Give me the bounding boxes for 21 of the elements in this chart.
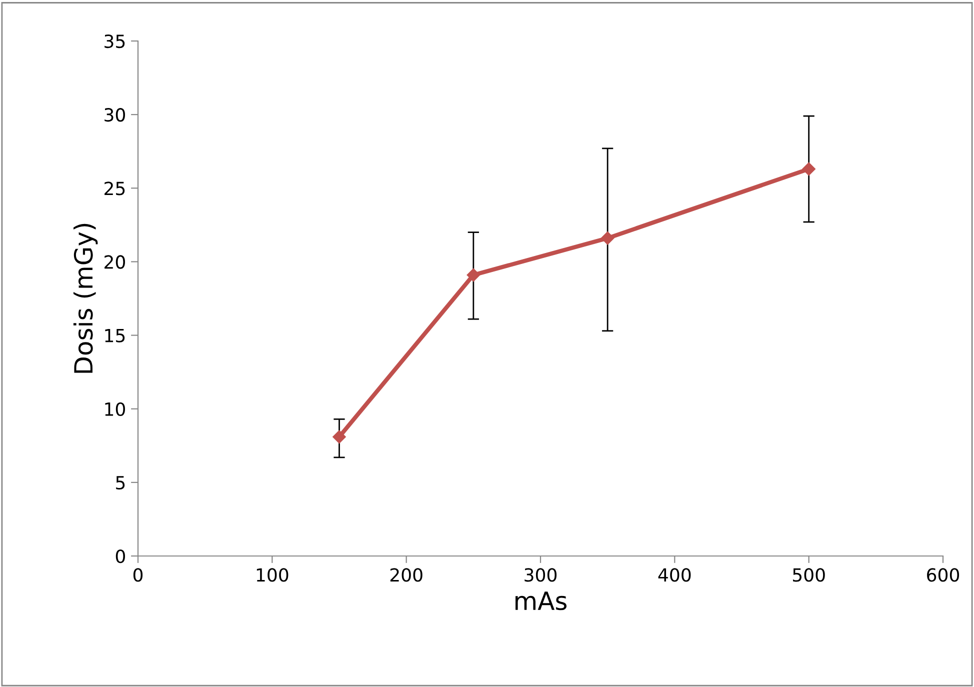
x-tick-label: 600 [927,568,960,582]
y-tick-label: 10 [105,402,125,416]
x-axis-title: mAs [516,592,567,610]
y-tick-label: 20 [104,255,125,269]
y-tick-label: 5 [116,476,125,490]
y-tick-label: 15 [105,328,125,342]
x-tick-label: 400 [658,568,691,582]
x-tick-label: 500 [792,568,825,582]
point [802,162,816,176]
x-tick-label: 100 [256,568,288,582]
y-axis-title: Dosis (mGy) [73,224,98,373]
y-tick-label: 35 [104,34,125,48]
x-tick-label: 200 [390,568,422,582]
point [600,232,614,245]
point [332,430,346,444]
point [466,268,480,282]
y-tick-label: 25 [104,182,125,196]
y-tick-label: 30 [104,108,125,122]
x-tick-label: 0 [133,568,143,582]
x-tick-label: 300 [524,568,557,582]
y-tick-label: 0 [116,549,125,564]
